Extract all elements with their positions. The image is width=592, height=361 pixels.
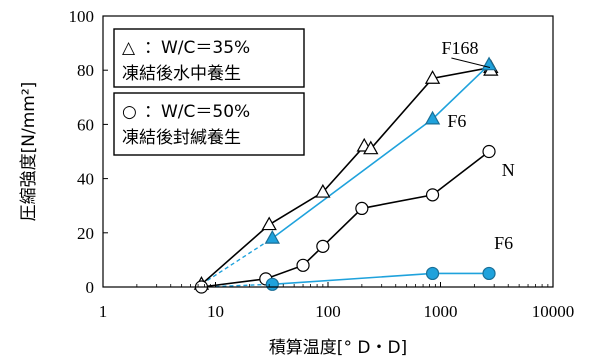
legend-line-2: 凍結後封緘養生 (122, 128, 241, 148)
legend-box (113, 92, 305, 156)
annotation-label: N (502, 160, 515, 180)
point-triangle (481, 56, 497, 71)
y-tick-label: 40 (77, 170, 94, 189)
point-triangle (363, 140, 379, 155)
dashed-link (201, 283, 273, 288)
series-line-2 (201, 150, 490, 288)
x-tick-label: 10000 (532, 302, 575, 321)
point-circle (482, 144, 496, 159)
x-axis-title: 積算温度[° D・D] (269, 338, 407, 358)
point-triangle (264, 229, 281, 244)
point-triangle (315, 183, 331, 198)
point-triangle (424, 70, 441, 84)
legend-line-2: 凍結後水中養生 (122, 64, 241, 84)
legend: △ ：W/C＝35% 凍結後水中養生 ○ ：W/C＝50% 凍結後封緘養生 (113, 28, 305, 156)
point-circle (296, 258, 310, 272)
x-tick-label: 1 (99, 302, 108, 321)
plot-area (193, 56, 499, 294)
y-tick-label: 20 (77, 224, 94, 243)
point-circle (482, 266, 496, 281)
x-tick-label: 100 (315, 302, 341, 321)
point-triangle (261, 216, 277, 231)
dashed-link (201, 237, 273, 285)
legend-line-1: ：W/C＝35% (144, 38, 250, 58)
y-tick-label: 80 (77, 61, 94, 80)
annotation-leader (451, 57, 491, 68)
y-tick-label: 60 (77, 115, 94, 134)
point-circle (316, 239, 330, 253)
y-tick-label: 0 (86, 278, 95, 297)
legend-symbol: △ (122, 38, 136, 58)
annotation-label: F6 (447, 111, 466, 131)
point-circle (355, 201, 369, 216)
point-circle (265, 277, 279, 291)
annotation-label: F168 (441, 38, 478, 58)
x-tick-label: 1000 (424, 302, 458, 321)
annotations: F168 F6 N F6 (441, 38, 514, 253)
series-line-1 (271, 64, 490, 239)
y-axis-title: 圧縮強度[N/mm²] (19, 82, 39, 222)
axes: 1 10 100 1000 10000 0 20 40 60 80 100 積算温度[° D・D] 圧縮… (19, 7, 574, 358)
point-triangle (424, 110, 441, 125)
legend-box (113, 28, 305, 88)
y-tick-label: 100 (69, 7, 95, 26)
legend-symbol: ○ (122, 102, 137, 122)
x-tick-label: 10 (207, 302, 224, 321)
annotation-label: F6 (494, 233, 513, 253)
point-circle (425, 266, 440, 281)
legend-line-1: ：W/C＝50% (144, 102, 250, 122)
series-line-3 (272, 272, 490, 286)
point-circle (425, 188, 440, 202)
